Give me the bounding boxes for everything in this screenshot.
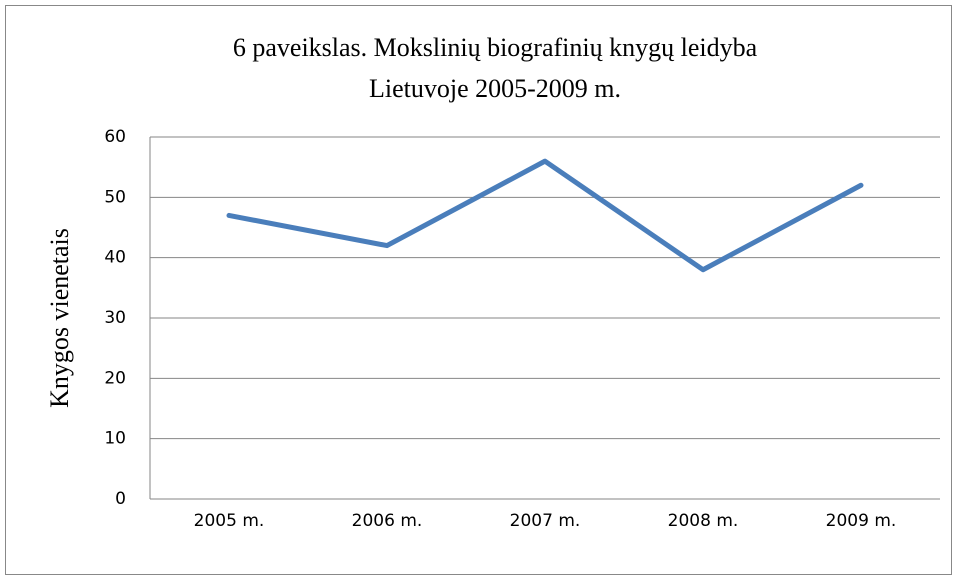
y-tick-label: 10 bbox=[104, 429, 126, 449]
x-tick-label: 2006 m. bbox=[352, 511, 423, 531]
chart-title: 6 paveikslas. Mokslinių biografinių knyg… bbox=[233, 33, 758, 62]
y-axis-label: Knygos vienetais bbox=[45, 228, 74, 408]
chart-frame bbox=[5, 5, 952, 575]
y-tick-label: 20 bbox=[104, 368, 126, 388]
data-line bbox=[226, 158, 864, 273]
y-tick-label: 40 bbox=[104, 248, 126, 268]
y-tick-label: 50 bbox=[104, 187, 126, 207]
y-tick-label: 60 bbox=[104, 127, 126, 147]
x-tick-label: 2007 m. bbox=[510, 511, 581, 531]
x-tick-label: 2009 m. bbox=[826, 511, 897, 531]
y-tick-label: 0 bbox=[115, 489, 126, 509]
y-tick-label: 30 bbox=[104, 308, 126, 328]
chart-title: Lietuvoje 2005-2009 m. bbox=[369, 74, 621, 103]
x-tick-label: 2008 m. bbox=[668, 511, 739, 531]
x-tick-label: 2005 m. bbox=[194, 511, 265, 531]
